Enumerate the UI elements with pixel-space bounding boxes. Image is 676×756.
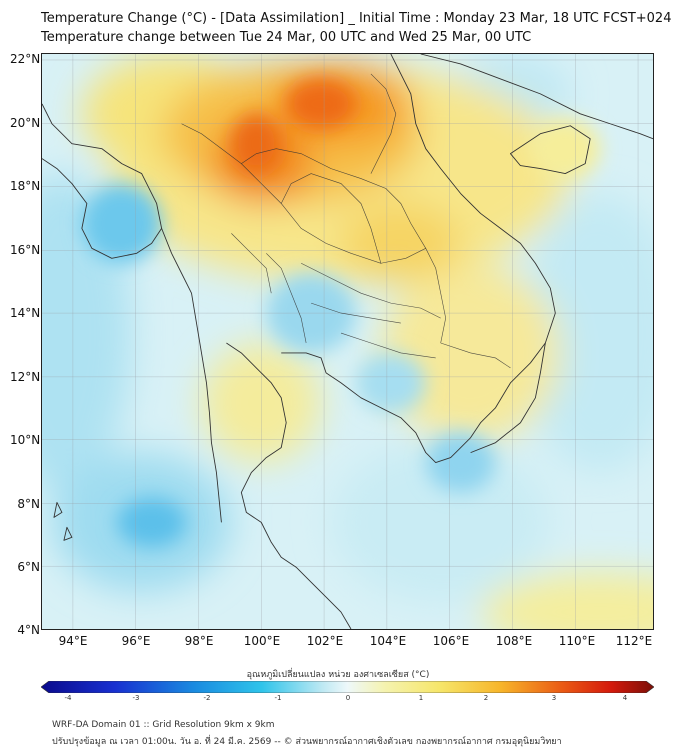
colorbar-tick: -4 [64,694,72,702]
borders [181,73,511,369]
colorbar-tick: -3 [132,694,140,702]
title-line-1: Temperature Change (°C) - [Data Assimila… [41,11,672,26]
lat-label: 6°N [17,560,40,574]
lon-label: 98°E [184,634,214,648]
lat-label: 12°N [10,370,41,384]
gridlines [42,54,653,629]
legend-title: อุณหภูมิเปลี่ยนแปลง หน่วย องศาเซลเซียส (… [246,670,430,680]
footer-update-info: ปรับปรุงข้อมูล ณ เวลา 01:00น. วัน อ. ที่… [52,737,562,747]
lat-label: 8°N [17,497,40,511]
lon-label: 96°E [121,634,151,648]
temperature-detail [81,78,601,548]
lon-label: 104°E [369,634,407,648]
lon-label: 106°E [432,634,470,648]
colorbar-tick: 3 [551,694,557,702]
lat-label: 14°N [10,306,41,320]
colorbar-tick: 1 [418,694,424,702]
lon-label: 108°E [495,634,533,648]
footer-domain-info: WRF-DA Domain 01 :: Grid Resolution 9km … [52,720,275,730]
lat-label: 20°N [10,116,41,130]
lat-label: 22°N [10,52,41,66]
colorbar-tick: 2 [483,694,489,702]
lat-label: 4°N [17,623,40,637]
lon-label: 110°E [558,634,596,648]
lon-label: 100°E [243,634,281,648]
colorbar-tick: 4 [622,694,628,702]
temperature-map [42,54,653,629]
coastlines [42,54,653,629]
colorbar-tick: -1 [274,694,282,702]
colorbar-tick: -2 [203,694,211,702]
lat-label: 18°N [10,179,41,193]
lat-label: 16°N [10,243,41,257]
lon-label: 112°E [615,634,653,648]
map-panel[interactable] [41,53,654,630]
lat-label: 10°N [10,433,41,447]
lon-label: 94°E [58,634,88,648]
colorbar [41,681,654,693]
title-line-2: Temperature change between Tue 24 Mar, 0… [41,30,532,45]
lon-label: 102°E [306,634,344,648]
colorbar-tick: 0 [345,694,351,702]
